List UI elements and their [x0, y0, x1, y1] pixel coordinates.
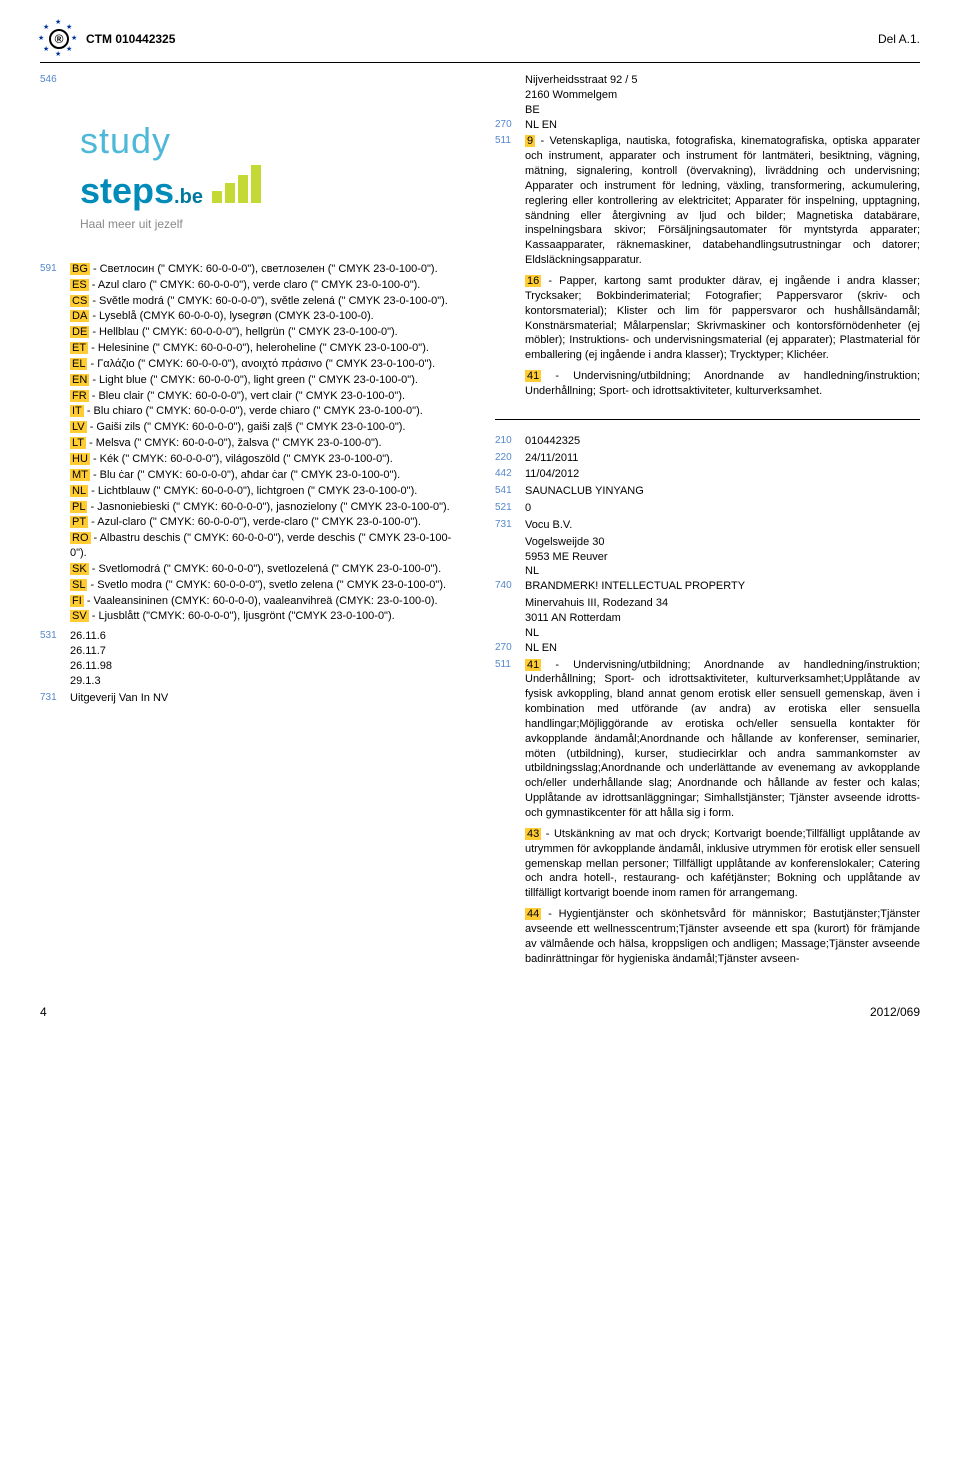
code-521: 521 — [495, 501, 525, 516]
owner-name: Vocu B.V. — [525, 518, 920, 533]
code-270b: 270 — [495, 641, 525, 656]
record-divider — [495, 419, 920, 420]
code-740: 740 — [495, 579, 525, 594]
filing-date: 24/11/2011 — [525, 451, 920, 466]
code-541: 541 — [495, 484, 525, 499]
rep-name: BRANDMERK! INTELLECTUAL PROPERTY — [525, 579, 920, 594]
class-41: 41 - Undervisning/utbildning; Anordnande… — [525, 369, 920, 399]
class-9: 9 - Vetenskapliga, nautiska, fotografisk… — [525, 134, 920, 268]
code-220: 220 — [495, 451, 525, 466]
class-16: 16 - Papper, kartong samt produkter dära… — [525, 274, 920, 363]
code-511: 511 — [495, 134, 525, 404]
code-442: 442 — [495, 467, 525, 482]
code-270: 270 — [495, 118, 525, 133]
code-731b: 731 — [495, 518, 525, 533]
owner-address: Vogelsweijde 305953 ME ReuverNL — [525, 535, 920, 580]
class-44: 44 - Hygientjänster och skönhetsvård för… — [525, 907, 920, 966]
eu-logo: ★ ★ ★ ★ ★ ★ ★ ★ ® — [40, 20, 78, 58]
header-left: ★ ★ ★ ★ ★ ★ ★ ★ ® CTM 010442325 — [40, 20, 175, 58]
code-210: 210 — [495, 434, 525, 449]
left-column: 546 study steps.be Haal meer uit jezelf … — [40, 73, 465, 974]
languages: NL EN — [525, 118, 920, 133]
rep-address: Minervahuis III, Rodezand 343011 AN Rott… — [525, 596, 920, 641]
ctm-number: CTM 010442325 — [86, 31, 175, 47]
study-logo: study steps.be Haal meer uit jezelf — [80, 117, 465, 232]
code-731: 731 — [40, 691, 70, 706]
right-column: Nijverheidsstraat 92 / 5 2160 Wommelgem … — [495, 73, 920, 974]
mark-name: SAUNACLUB YINYANG — [525, 484, 920, 499]
page-footer: 4 2012/069 — [40, 1004, 920, 1020]
logo-bars — [212, 165, 261, 203]
code-531: 531 — [40, 629, 70, 688]
vienna-codes: 26.11.626.11.726.11.9829.1.3 — [70, 629, 465, 688]
language-color-list: BG - Светлосин (" CMYK: 60-0-0-0"), свет… — [70, 262, 465, 625]
class-41b: 41 - Undervisning/utbildning; Anordnande… — [525, 658, 920, 821]
code-591: 591 — [40, 262, 70, 625]
page-header: ★ ★ ★ ★ ★ ★ ★ ★ ® CTM 010442325 Del A.1. — [40, 20, 920, 63]
app-number: 010442325 — [525, 434, 920, 449]
main-columns: 546 study steps.be Haal meer uit jezelf … — [40, 73, 920, 974]
code-511b: 511 — [495, 658, 525, 973]
code-546: 546 — [40, 73, 70, 87]
page-number: 4 — [40, 1004, 47, 1020]
applicant-name: Uitgeverij Van In NV — [70, 691, 465, 706]
class-43: 43 - Utskänkning av mat och dryck; Kortv… — [525, 827, 920, 901]
part-label: Del A.1. — [878, 31, 920, 47]
pub-date: 11/04/2012 — [525, 467, 920, 482]
issue-number: 2012/069 — [870, 1004, 920, 1020]
applicant-address: Nijverheidsstraat 92 / 5 2160 Wommelgem … — [525, 73, 920, 118]
